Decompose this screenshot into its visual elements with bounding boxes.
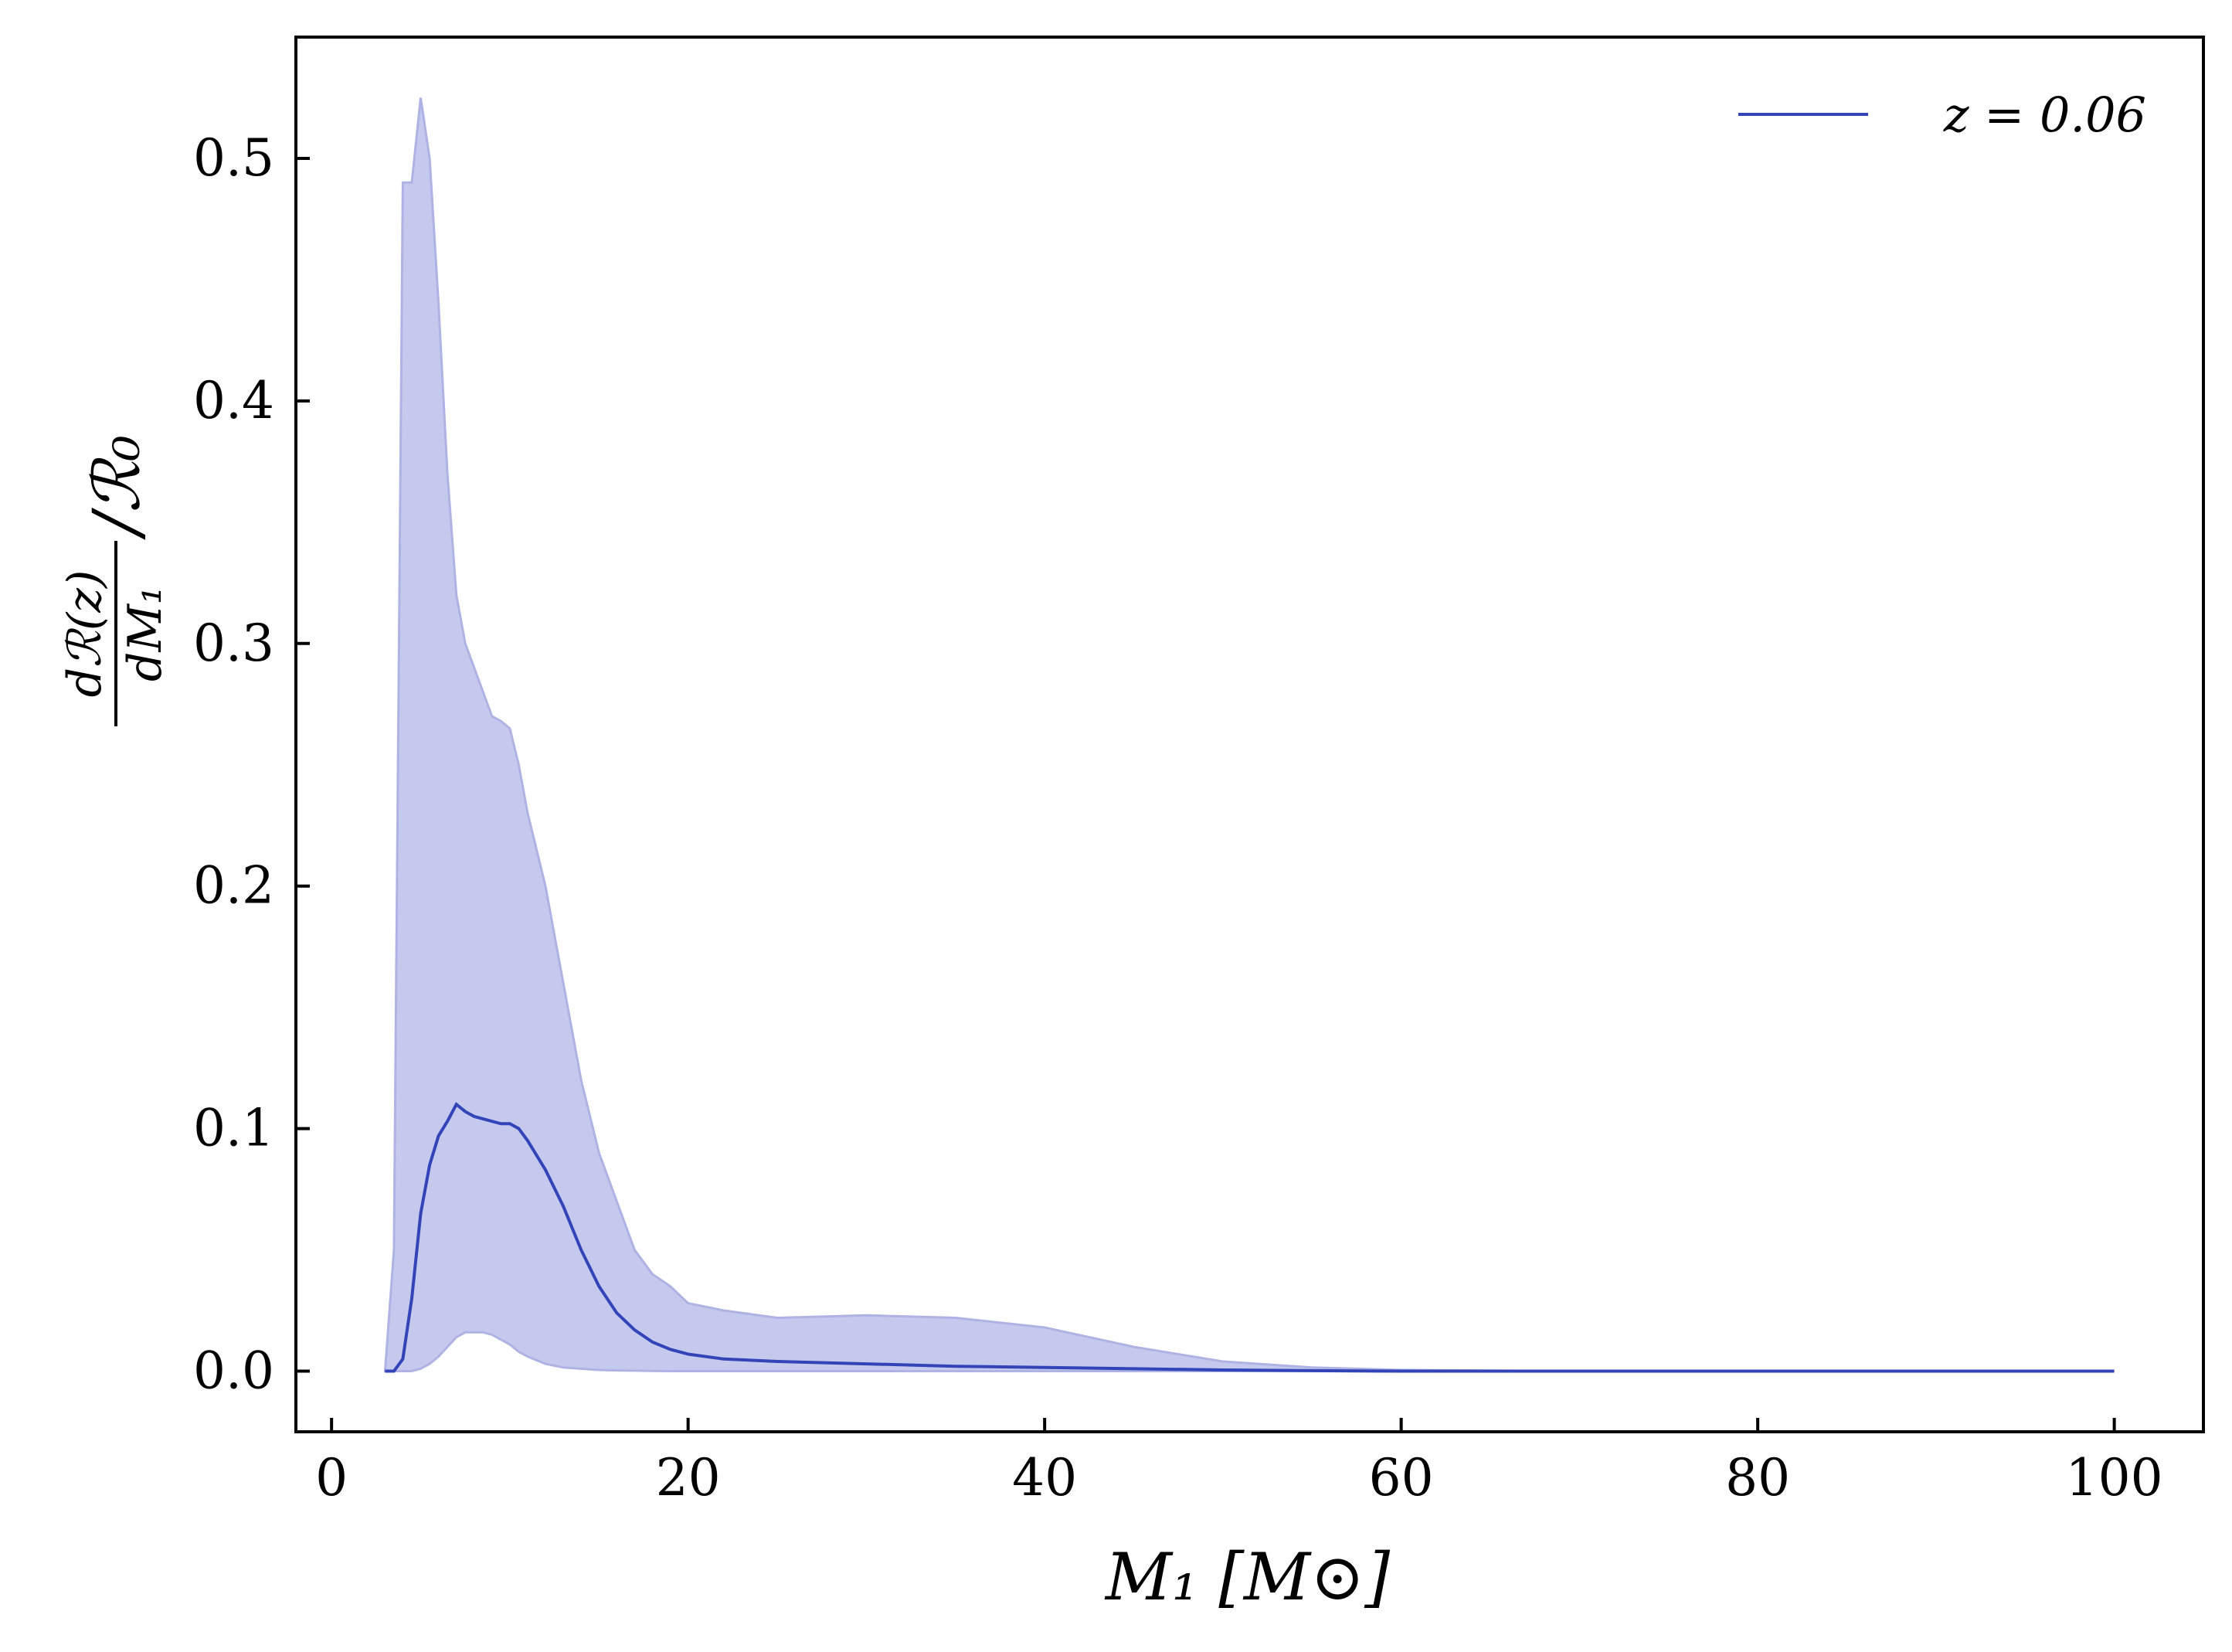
x-tick-label: 0 xyxy=(315,1448,348,1508)
x-tick-label: 100 xyxy=(2066,1448,2163,1508)
y-axis-label-numerator: dℛ(z) xyxy=(58,570,112,698)
y-tick-label: 0.2 xyxy=(193,856,274,916)
x-tick-label: 60 xyxy=(1369,1448,1434,1508)
y-axis-label-suffix: /ℛ₀ xyxy=(79,435,155,540)
y-tick-label: 0.3 xyxy=(193,614,274,673)
x-tick-label: 40 xyxy=(1012,1448,1077,1508)
x-axis-label: M₁ [M⊙] xyxy=(1104,1539,1391,1615)
plot-area xyxy=(383,97,2115,1373)
x-tick-label: 80 xyxy=(1725,1448,1790,1508)
y-tick-label: 0.1 xyxy=(193,1099,274,1158)
y-axis-label: dℛ(z) dM₁ /ℛ₀ xyxy=(58,435,172,726)
y-tick-label: 0.5 xyxy=(193,128,274,188)
y-tick-label: 0.4 xyxy=(193,371,274,430)
y-axis-label-denominator: dM₁ xyxy=(118,586,172,682)
legend-label: z = 0.06 xyxy=(1943,87,2146,143)
y-tick-label: 0.0 xyxy=(193,1341,274,1401)
legend: z = 0.06 xyxy=(1738,87,2146,143)
confidence-band xyxy=(383,97,2115,1372)
y-axis-ticks: 0.0 0.1 0.2 0.3 0.4 0.5 xyxy=(193,128,310,1401)
axes-frame xyxy=(294,36,2205,1433)
series-line-z-0-06 xyxy=(385,1102,2115,1373)
x-tick-label: 20 xyxy=(656,1448,721,1508)
x-axis-ticks: 0 20 40 60 80 100 xyxy=(315,1418,2163,1508)
